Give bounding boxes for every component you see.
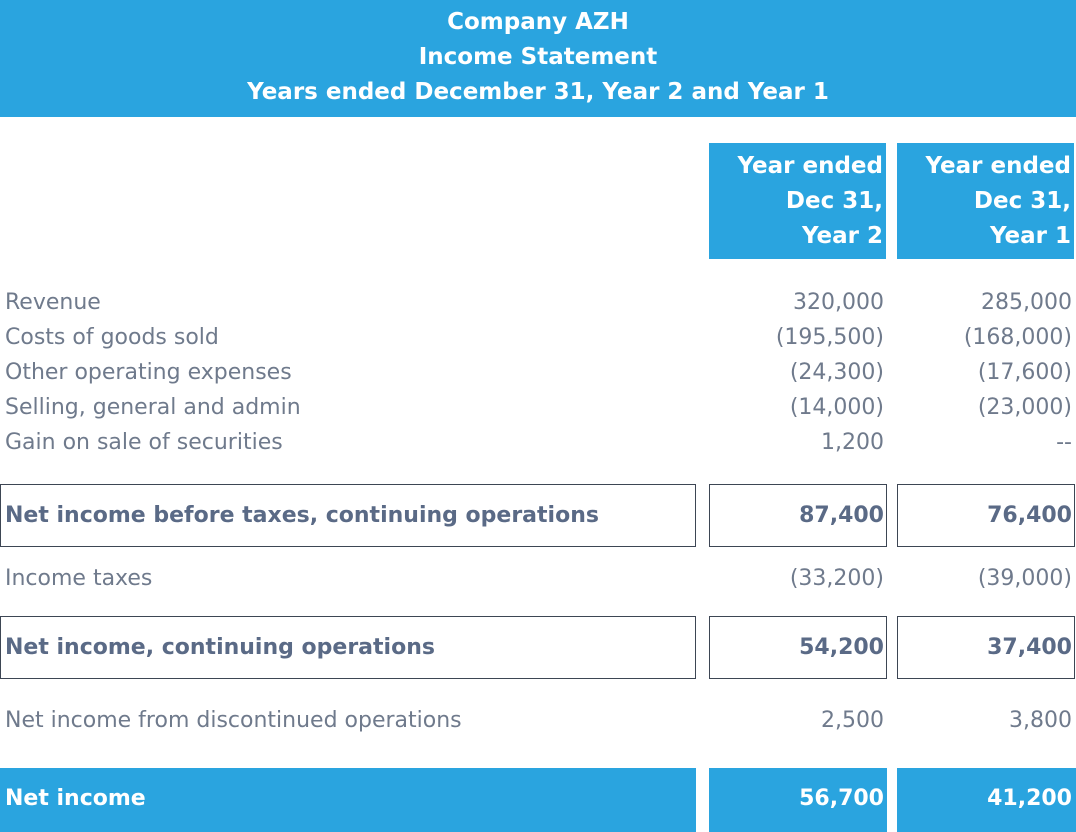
column-header-line: Dec 31, <box>785 188 883 214</box>
column-header-line: Year 2 <box>801 223 883 249</box>
line-item-value-year-2: (195,500) <box>775 325 884 350</box>
line-item-value-year-1: (17,600) <box>977 360 1072 385</box>
column-header-line: Year ended <box>737 153 883 179</box>
line-item-sga: Selling, general and admin (14,000) (23,… <box>0 390 1076 425</box>
line-item-value-year-2: 2,500 <box>821 708 884 733</box>
line-item-value-year-2: (14,000) <box>789 395 884 420</box>
pretax-label-box <box>0 484 696 547</box>
line-item-value-year-1: 3,800 <box>1009 708 1072 733</box>
column-header-year-1: Year ended Dec 31, Year 1 <box>897 143 1074 259</box>
line-item-cogs: Costs of goods sold (195,500) (168,000) <box>0 320 1076 355</box>
line-item-value-year-2: (24,300) <box>789 360 884 385</box>
line-item-label: Gain on sale of securities <box>5 430 283 455</box>
continuing-label-box <box>0 616 696 679</box>
subtotal-value-year-2: 87,400 <box>799 503 884 528</box>
line-item-value-year-1: (39,000) <box>977 566 1072 591</box>
line-item-discontinued: Net income from discontinued operations … <box>0 703 1076 738</box>
statement-title: Income Statement <box>418 44 658 70</box>
continuing-year-1-box <box>897 616 1075 679</box>
line-item-other-opex: Other operating expenses (24,300) (17,60… <box>0 355 1076 390</box>
line-item-label: Costs of goods sold <box>5 325 219 350</box>
column-header-line: Dec 31, <box>973 188 1071 214</box>
line-item-income-taxes: Income taxes (33,200) (39,000) <box>0 561 1076 596</box>
line-item-value-year-1: (168,000) <box>963 325 1072 350</box>
statement-period: Years ended December 31, Year 2 and Year… <box>247 79 829 105</box>
subtotal-label: Net income before taxes, continuing oper… <box>5 503 599 528</box>
line-item-value-year-1: -- <box>1056 430 1072 455</box>
total-label: Net income <box>5 786 146 811</box>
column-header-line: Year ended <box>925 153 1071 179</box>
line-item-value-year-1: 285,000 <box>981 290 1072 315</box>
line-item-value-year-1: (23,000) <box>977 395 1072 420</box>
line-item-label: Income taxes <box>5 566 153 591</box>
line-item-label: Other operating expenses <box>5 360 292 385</box>
statement-header: Company AZH Income Statement Years ended… <box>0 0 1076 117</box>
continuing-year-2-box <box>709 616 887 679</box>
net-income-year-2-band <box>709 768 887 832</box>
line-item-revenue: Revenue 320,000 285,000 <box>0 285 1076 320</box>
total-value-year-1: 41,200 <box>987 786 1072 811</box>
total-value-year-2: 56,700 <box>799 786 884 811</box>
column-header-year-2: Year ended Dec 31, Year 2 <box>709 143 886 259</box>
line-item-label: Revenue <box>5 290 101 315</box>
line-item-value-year-2: 1,200 <box>821 430 884 455</box>
subtotal-value-year-1: 37,400 <box>987 635 1072 660</box>
line-item-value-year-2: (33,200) <box>789 566 884 591</box>
pretax-year-2-box <box>709 484 887 547</box>
pretax-year-1-box <box>897 484 1075 547</box>
line-item-label: Net income from discontinued operations <box>5 708 462 733</box>
subtotal-continuing-operations: Net income, continuing operations 54,200… <box>0 616 1076 679</box>
total-net-income: Net income 56,700 41,200 <box>0 768 1076 832</box>
subtotal-value-year-2: 54,200 <box>799 635 884 660</box>
subtotal-label: Net income, continuing operations <box>5 635 435 660</box>
column-header-line: Year 1 <box>989 223 1071 249</box>
line-item-value-year-2: 320,000 <box>793 290 884 315</box>
net-income-label-band <box>0 768 696 832</box>
subtotal-pretax-income: Net income before taxes, continuing oper… <box>0 484 1076 547</box>
line-item-gain-securities: Gain on sale of securities 1,200 -- <box>0 425 1076 460</box>
line-item-label: Selling, general and admin <box>5 395 301 420</box>
net-income-year-1-band <box>897 768 1076 832</box>
company-name: Company AZH <box>447 9 629 35</box>
subtotal-value-year-1: 76,400 <box>987 503 1072 528</box>
